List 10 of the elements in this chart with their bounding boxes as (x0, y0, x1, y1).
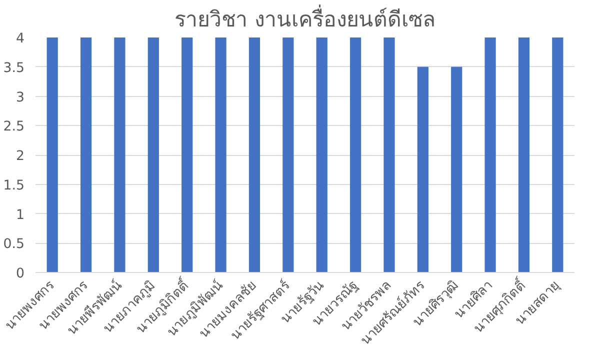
y-tick-label: 1 (16, 208, 25, 223)
chart-title: รายวิชา งานเครื่องยนต์ดีเซล (174, 4, 436, 32)
y-tick-label: 3 (16, 90, 25, 106)
y-tick-label: 1.5 (3, 178, 25, 194)
y-tick-label: 2.5 (3, 120, 25, 135)
y-tick-label: 4 (16, 32, 25, 46)
y-tick-label: 2 (16, 149, 25, 164)
y-tick-label: 3.5 (3, 60, 25, 76)
y-tick-label: 0 (16, 266, 25, 282)
y-tick-label: 0.5 (3, 237, 25, 252)
